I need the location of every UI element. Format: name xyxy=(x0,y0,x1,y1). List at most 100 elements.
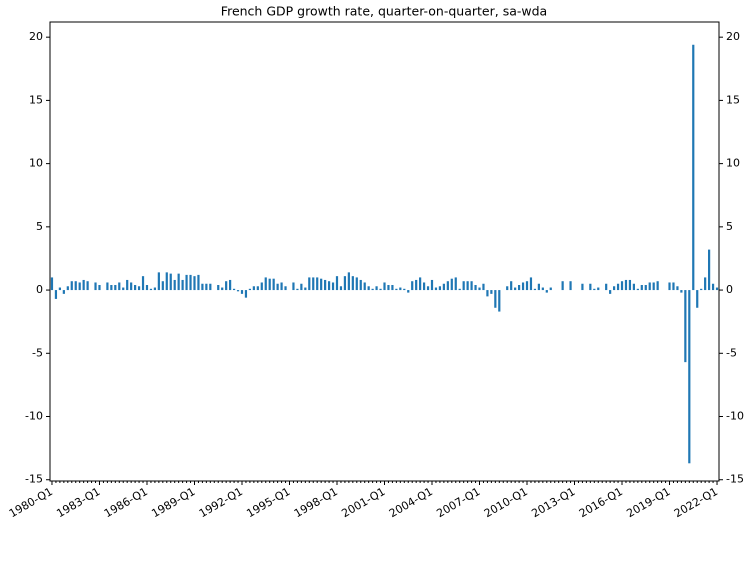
bar xyxy=(395,288,398,291)
bar xyxy=(407,290,410,293)
bar xyxy=(450,278,453,291)
bar xyxy=(316,277,319,291)
bar xyxy=(525,281,529,291)
bar xyxy=(130,282,133,291)
bar xyxy=(696,290,699,308)
bar xyxy=(296,288,299,291)
x-tick-label: 1998-Q1 xyxy=(292,485,340,520)
bar xyxy=(331,282,335,291)
bar xyxy=(628,279,632,291)
x-tick-label: 1995-Q1 xyxy=(244,485,292,520)
bar xyxy=(339,286,343,291)
bar xyxy=(684,290,687,363)
bar xyxy=(593,288,596,291)
bar xyxy=(561,281,564,291)
bar xyxy=(173,279,176,291)
bar xyxy=(86,281,89,291)
bar xyxy=(438,286,442,291)
bar xyxy=(462,281,465,291)
bar xyxy=(636,288,639,291)
bar xyxy=(118,282,121,291)
bar xyxy=(74,281,77,291)
bar xyxy=(549,287,552,291)
y2-tick-label: 5 xyxy=(726,220,733,233)
bar xyxy=(54,290,58,299)
bar xyxy=(609,290,612,294)
bar xyxy=(149,288,153,291)
y2-tick-label: 10 xyxy=(726,157,740,170)
y-tick-label: 5 xyxy=(36,220,43,233)
bar xyxy=(324,279,327,291)
bar xyxy=(185,274,188,291)
bar xyxy=(430,279,434,291)
x-tick-label: 2016-Q1 xyxy=(577,485,625,520)
bar xyxy=(181,279,184,291)
bar xyxy=(134,285,137,291)
bar xyxy=(474,285,477,291)
bar xyxy=(581,283,584,291)
bar xyxy=(482,283,485,291)
bar xyxy=(367,286,370,291)
bar xyxy=(537,283,540,291)
bar xyxy=(676,286,679,291)
bar xyxy=(197,274,200,291)
bar xyxy=(153,287,157,291)
bar xyxy=(304,287,307,291)
bar xyxy=(624,279,628,291)
bar xyxy=(521,282,525,291)
bar xyxy=(82,279,85,291)
x-tick-label: 2001-Q1 xyxy=(339,485,387,520)
bar xyxy=(517,285,521,291)
bar xyxy=(597,287,600,291)
bar xyxy=(343,276,347,291)
bar xyxy=(292,282,295,291)
bar xyxy=(458,288,461,291)
bar xyxy=(454,277,457,291)
bar xyxy=(126,279,129,291)
bar xyxy=(434,287,438,291)
bar xyxy=(351,276,354,291)
bar xyxy=(612,286,616,291)
bar xyxy=(141,276,145,291)
bar xyxy=(589,283,592,291)
bar xyxy=(114,285,117,291)
y-tick-label: -5 xyxy=(32,346,43,359)
x-tick-label: 1992-Q1 xyxy=(197,485,245,520)
bar xyxy=(704,277,707,291)
y-tick-label: 0 xyxy=(36,283,43,296)
bar xyxy=(221,287,224,291)
chart-title: French GDP growth rate, quarter-on-quart… xyxy=(221,4,547,19)
bar xyxy=(209,283,212,291)
bar xyxy=(498,290,501,312)
bar xyxy=(106,282,109,291)
y2-tick-label: -15 xyxy=(726,473,744,486)
y-tick-label: -15 xyxy=(25,473,43,486)
bar xyxy=(403,288,406,291)
bar xyxy=(688,290,691,464)
bar xyxy=(644,285,647,291)
bar xyxy=(371,288,374,291)
bar xyxy=(442,283,445,291)
bar xyxy=(276,283,279,291)
bar xyxy=(510,281,513,291)
bar xyxy=(260,282,263,291)
y2-tick-label: -10 xyxy=(726,410,744,423)
bar xyxy=(157,272,160,291)
bar xyxy=(335,276,339,291)
y-tick-label: 10 xyxy=(29,157,43,170)
bar xyxy=(205,283,208,291)
bar xyxy=(232,288,236,291)
bar xyxy=(415,279,418,291)
bar xyxy=(375,286,378,291)
bar xyxy=(193,276,196,291)
x-tick-label: 1980-Q1 xyxy=(7,485,55,520)
bar xyxy=(656,281,659,291)
x-tick-label: 2013-Q1 xyxy=(529,485,577,520)
bar xyxy=(514,287,517,291)
bar xyxy=(137,286,141,291)
y2-tick-label: 0 xyxy=(726,283,733,296)
bar xyxy=(347,272,350,291)
bar xyxy=(422,282,426,291)
bar xyxy=(62,290,65,294)
bar xyxy=(419,277,422,291)
